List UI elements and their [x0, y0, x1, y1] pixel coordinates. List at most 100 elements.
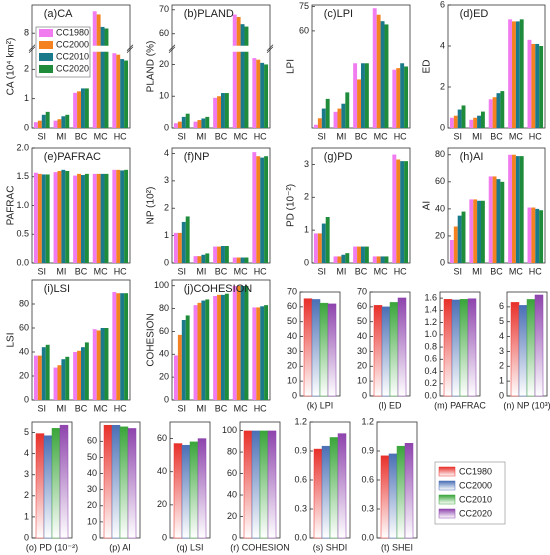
panel-title: (c)LPI — [324, 8, 353, 20]
y-tick-label: 60 — [227, 468, 237, 478]
bar — [51, 428, 61, 539]
bar — [477, 200, 481, 263]
legend-label: CC2020 — [459, 508, 492, 518]
x-tick-label: MI — [196, 131, 206, 141]
bar — [488, 99, 493, 128]
axis-break — [172, 45, 270, 52]
panel-title: (b)PLAND — [184, 8, 234, 20]
y-tick-label: 0.4 — [424, 366, 437, 376]
bar — [120, 170, 125, 263]
bar — [61, 169, 66, 263]
bar — [243, 430, 253, 539]
bar — [361, 246, 365, 263]
y-tick-label: 0.6 — [424, 354, 437, 364]
bar — [240, 24, 245, 128]
bar — [43, 435, 53, 539]
bar — [488, 176, 493, 263]
bar — [45, 344, 50, 400]
bar — [345, 253, 350, 263]
y-tick-label: 70 — [357, 286, 367, 296]
bar — [461, 211, 466, 263]
y-tick-label: 0.3 — [294, 503, 307, 513]
bar — [512, 154, 516, 263]
bar — [535, 43, 540, 129]
x-tick-label: SI — [178, 131, 187, 141]
axis-break-mark — [28, 44, 36, 52]
bar — [221, 294, 225, 400]
legend-label: CC2000 — [56, 39, 89, 49]
panel-title: (h)AI — [460, 151, 484, 163]
x-tick-label: HC — [394, 131, 407, 141]
bar — [518, 305, 528, 397]
y-tick-label: 20 — [159, 59, 169, 69]
bar — [177, 121, 182, 128]
legend-label: CC2010 — [56, 51, 89, 61]
bar — [389, 302, 399, 397]
y-tick-label: 0 — [164, 394, 169, 404]
bar — [251, 430, 261, 539]
bar — [519, 156, 524, 263]
y-tick-label: 80 — [19, 298, 29, 308]
axis-break-mark — [126, 44, 134, 52]
bar — [353, 63, 358, 129]
bar — [264, 156, 269, 263]
bar — [345, 92, 350, 128]
x-axis-label: (m) PAFRAC — [434, 400, 486, 410]
x-tick-label: BC — [215, 403, 228, 413]
bar — [260, 157, 265, 263]
x-axis-label: (q) LSI — [176, 542, 203, 552]
y-tick-label: 20 — [19, 370, 29, 380]
bar — [397, 297, 407, 397]
bar — [313, 233, 318, 263]
bar — [373, 305, 383, 397]
bar — [526, 299, 536, 397]
y-tick-label: 40 — [357, 331, 367, 341]
y-tick-label: 70 — [287, 286, 297, 296]
bar — [127, 428, 137, 539]
bar — [519, 19, 524, 129]
bar — [364, 63, 369, 129]
y-tick-label: 50 — [87, 452, 97, 462]
bar — [240, 285, 245, 400]
bar — [384, 256, 389, 263]
y-tick-label: 6 — [440, 0, 445, 9]
bar — [317, 233, 322, 263]
x-tick-label: MC — [374, 266, 388, 276]
bar — [77, 173, 81, 263]
y-tick-label: 30 — [87, 484, 97, 494]
bar — [260, 306, 265, 400]
bar — [313, 448, 323, 539]
x-axis-label: (p) AI — [109, 542, 131, 552]
axis-break-mark — [266, 46, 274, 54]
bar — [193, 121, 198, 128]
y-axis-label: AI — [422, 201, 433, 210]
y-tick-label: 3 — [499, 346, 504, 356]
y-tick-label: 100 — [154, 280, 169, 290]
legend-swatch — [438, 494, 456, 505]
bar — [259, 430, 269, 539]
x-axis-label: (r) COHESION — [230, 542, 290, 552]
bar — [317, 118, 322, 128]
x-tick-label: BC — [355, 131, 368, 141]
y-tick-label: 10 — [159, 91, 169, 101]
panel-title: (a)CA — [44, 8, 73, 20]
bar — [181, 444, 191, 539]
x-tick-label: SI — [38, 403, 47, 413]
bar — [480, 111, 485, 128]
y-tick-label: 0 — [440, 257, 445, 267]
bar — [453, 115, 458, 128]
bar — [337, 108, 342, 128]
y-tick-label: 20 — [287, 361, 297, 371]
bar — [57, 171, 62, 263]
panel-title: (f)NP — [184, 151, 210, 163]
y-tick-label: 0.6 — [294, 474, 307, 484]
bar — [57, 365, 62, 400]
bar — [396, 159, 401, 263]
bar — [96, 330, 101, 400]
panel-title: (j)COHESION — [184, 283, 253, 295]
x-tick-label: MI — [196, 403, 206, 413]
bar — [477, 115, 481, 128]
bar — [500, 91, 505, 128]
bar — [189, 441, 199, 539]
bar — [384, 24, 389, 129]
